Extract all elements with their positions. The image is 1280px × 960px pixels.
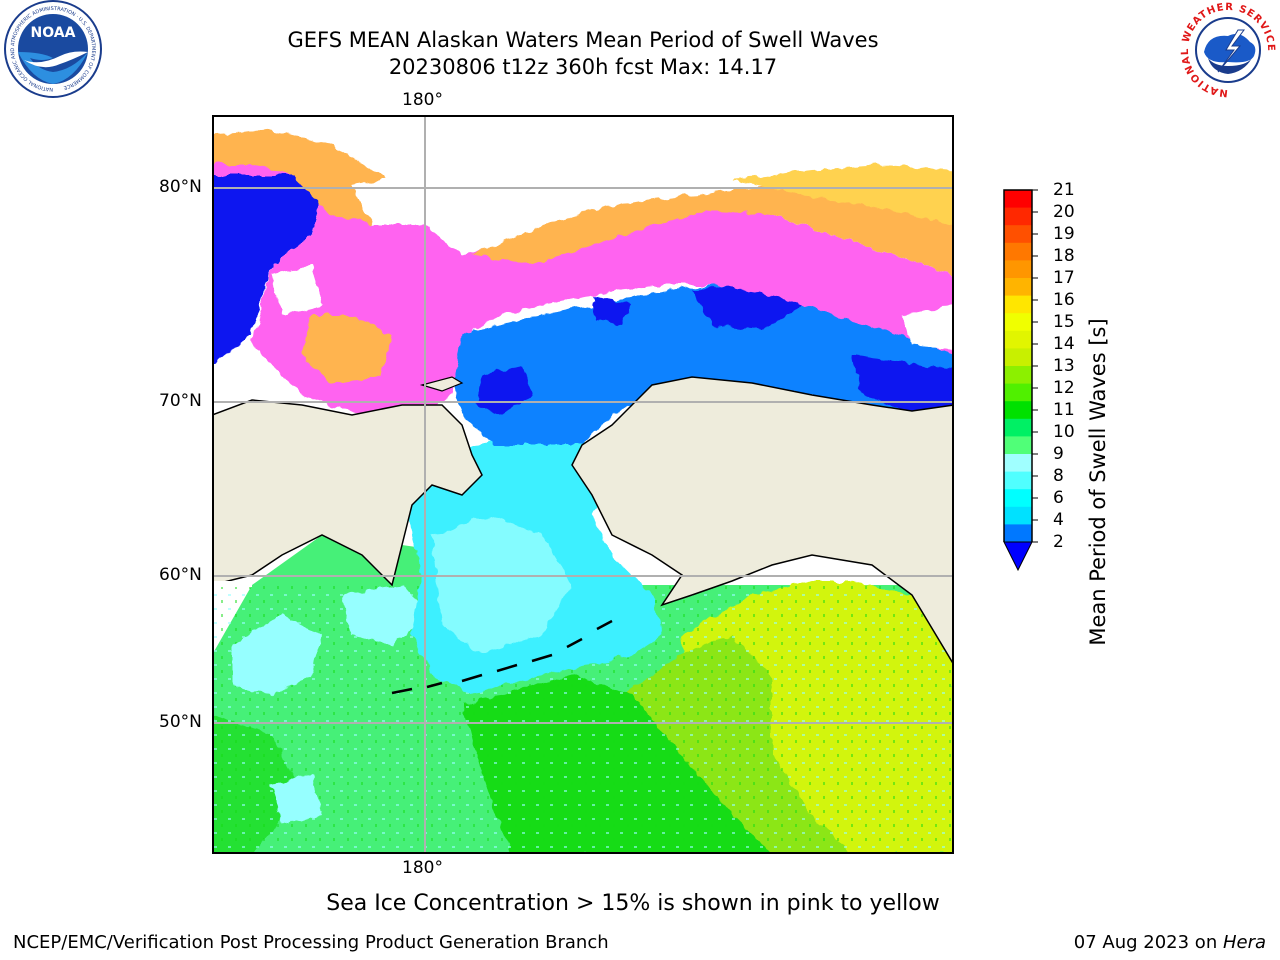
colorbar-segment bbox=[1004, 401, 1032, 420]
colorbar-tick-label: 16 bbox=[1053, 290, 1075, 310]
colorbar bbox=[1003, 189, 1038, 572]
colorbar-tick-label: 13 bbox=[1053, 356, 1075, 376]
northwest-blue bbox=[212, 175, 322, 365]
lat-label-50: 50°N bbox=[159, 712, 202, 732]
chart-title: GEFS MEAN Alaskan Waters Mean Period of … bbox=[287, 28, 879, 52]
colorbar-tick-label: 15 bbox=[1053, 312, 1075, 332]
colorbar-segment bbox=[1004, 207, 1032, 226]
colorbar-segment bbox=[1004, 348, 1032, 367]
footer-machine: Hera bbox=[1222, 932, 1266, 953]
colorbar-segment bbox=[1004, 313, 1032, 332]
footer-credit: NCEP/EMC/Verification Post Processing Pr… bbox=[13, 932, 609, 953]
lon-label-top: 180° bbox=[402, 90, 443, 110]
colorbar-segment bbox=[1004, 278, 1032, 297]
colorbar-segment bbox=[1004, 295, 1032, 314]
lat-label-60: 60°N bbox=[159, 565, 202, 585]
colorbar-label: Mean Period of Swell Waves [s] bbox=[1086, 318, 1110, 646]
colorbar-tick-label: 14 bbox=[1053, 334, 1075, 354]
colorbar-tick-label: 20 bbox=[1053, 202, 1075, 222]
colorbar-tick-label: 12 bbox=[1053, 378, 1075, 398]
noaa-logo: NOAA NATIONAL OCEANIC AND ATMOSPHERIC AD… bbox=[4, 0, 102, 98]
aleutian-islands bbox=[391, 619, 613, 695]
colorbar-tick-label: 18 bbox=[1053, 246, 1075, 266]
colorbar-tick-label: 8 bbox=[1053, 466, 1064, 486]
chukchi-beaufort-blue bbox=[452, 285, 954, 445]
colorbar-tick-label: 17 bbox=[1053, 268, 1075, 288]
saint-lawrence-island bbox=[419, 376, 464, 392]
colorbar-tick-label: 21 bbox=[1053, 180, 1075, 200]
noaa-logo-text: NOAA bbox=[31, 25, 76, 41]
colorbar-segment bbox=[1004, 242, 1032, 261]
bering-sea-light-cyan bbox=[432, 515, 572, 655]
colorbar-under-arrow bbox=[1003, 541, 1033, 572]
chart-subtitle: 20230806 t12z 360h fcst Max: 14.17 bbox=[388, 55, 778, 79]
blank-band bbox=[212, 581, 252, 587]
colorbar-segment bbox=[1004, 225, 1032, 244]
colorbar-segment bbox=[1004, 436, 1032, 455]
lon-label-bottom: 180° bbox=[402, 858, 443, 878]
sea-ice-note: Sea Ice Concentration > 15% is shown in … bbox=[326, 891, 940, 916]
colorbar-tick-label: 6 bbox=[1053, 488, 1064, 508]
map-panel bbox=[212, 115, 954, 854]
colorbar-tick-label: 11 bbox=[1053, 400, 1075, 420]
alaska-land bbox=[571, 376, 954, 667]
siberia-land bbox=[212, 399, 483, 587]
colorbar-segment bbox=[1004, 524, 1032, 543]
colorbar-segment bbox=[1004, 418, 1032, 437]
colorbar-tick-label: 10 bbox=[1053, 422, 1075, 442]
footer-date: 07 Aug 2023 on Hera bbox=[1074, 932, 1266, 954]
sea-ice-yellow bbox=[732, 165, 954, 225]
footer-date-text: 07 Aug 2023 on bbox=[1073, 932, 1223, 953]
colorbar-segment bbox=[1004, 190, 1032, 209]
colorbar-segment bbox=[1004, 366, 1032, 385]
colorbar-segment bbox=[1004, 471, 1032, 490]
colorbar-segment bbox=[1004, 506, 1032, 525]
colorbar-segment bbox=[1004, 489, 1032, 508]
lat-label-70: 70°N bbox=[159, 391, 202, 411]
colorbar-segment bbox=[1004, 330, 1032, 349]
colorbar-tick-label: 2 bbox=[1053, 532, 1064, 552]
gridlines bbox=[212, 115, 954, 854]
pacific-light-cyan-patches bbox=[232, 585, 432, 825]
map-border bbox=[212, 115, 954, 854]
colorbar-tick-label: 9 bbox=[1053, 444, 1064, 464]
nws-logo: NATIONAL WEATHER SERVICE bbox=[1180, 2, 1276, 98]
arctic-dark-blue-patches bbox=[477, 283, 954, 415]
colorbar-segment bbox=[1004, 260, 1032, 279]
sea-ice-orange bbox=[212, 130, 954, 385]
colorbar-segment bbox=[1004, 454, 1032, 473]
colorbar-segment bbox=[1004, 383, 1032, 402]
lat-label-80: 80°N bbox=[159, 177, 202, 197]
colorbar-tick-label: 4 bbox=[1053, 510, 1064, 530]
colorbar-tick-label: 19 bbox=[1053, 224, 1075, 244]
